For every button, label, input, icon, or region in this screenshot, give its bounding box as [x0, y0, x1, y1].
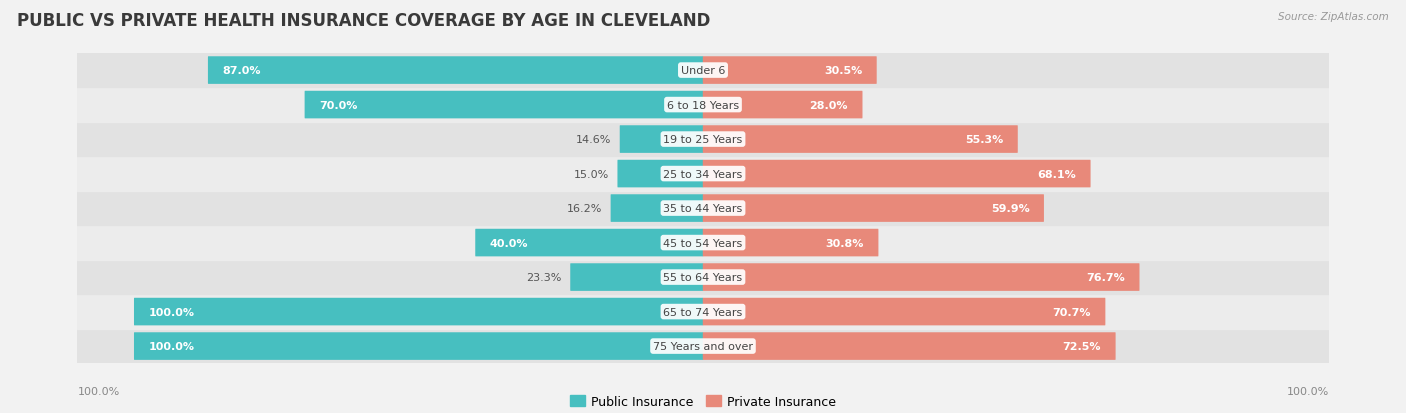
FancyBboxPatch shape — [134, 332, 703, 360]
FancyBboxPatch shape — [703, 229, 879, 257]
Text: 68.1%: 68.1% — [1038, 169, 1076, 179]
Bar — [77, 191, 1329, 226]
Text: 19 to 25 Years: 19 to 25 Years — [664, 135, 742, 145]
Text: 30.5%: 30.5% — [824, 66, 862, 76]
Text: 16.2%: 16.2% — [567, 204, 602, 214]
Text: 35 to 44 Years: 35 to 44 Years — [664, 204, 742, 214]
Bar — [77, 260, 1329, 294]
Text: 72.5%: 72.5% — [1063, 341, 1101, 351]
Bar — [77, 329, 1329, 363]
Text: 40.0%: 40.0% — [489, 238, 529, 248]
Text: 30.8%: 30.8% — [825, 238, 863, 248]
Text: 100.0%: 100.0% — [1286, 387, 1329, 396]
Text: 87.0%: 87.0% — [222, 66, 262, 76]
Bar — [77, 123, 1329, 157]
FancyBboxPatch shape — [703, 126, 1018, 154]
Legend: Public Insurance, Private Insurance: Public Insurance, Private Insurance — [565, 390, 841, 413]
FancyBboxPatch shape — [703, 332, 1115, 360]
Text: 100.0%: 100.0% — [149, 341, 194, 351]
Text: Source: ZipAtlas.com: Source: ZipAtlas.com — [1278, 12, 1389, 22]
Text: 45 to 54 Years: 45 to 54 Years — [664, 238, 742, 248]
Text: 23.3%: 23.3% — [527, 273, 562, 282]
Text: 15.0%: 15.0% — [574, 169, 609, 179]
Text: 100.0%: 100.0% — [149, 307, 194, 317]
Text: 70.0%: 70.0% — [319, 100, 357, 110]
Text: 55.3%: 55.3% — [965, 135, 1004, 145]
FancyBboxPatch shape — [617, 160, 703, 188]
Bar — [77, 157, 1329, 191]
Text: 55 to 64 Years: 55 to 64 Years — [664, 273, 742, 282]
FancyBboxPatch shape — [208, 57, 703, 85]
Text: 75 Years and over: 75 Years and over — [652, 341, 754, 351]
Text: 76.7%: 76.7% — [1087, 273, 1125, 282]
Text: 6 to 18 Years: 6 to 18 Years — [666, 100, 740, 110]
FancyBboxPatch shape — [703, 263, 1139, 291]
Text: 14.6%: 14.6% — [576, 135, 612, 145]
Bar — [77, 226, 1329, 260]
FancyBboxPatch shape — [571, 263, 703, 291]
FancyBboxPatch shape — [134, 298, 703, 325]
FancyBboxPatch shape — [703, 298, 1105, 325]
Text: 70.7%: 70.7% — [1053, 307, 1091, 317]
FancyBboxPatch shape — [610, 195, 703, 222]
FancyBboxPatch shape — [305, 92, 703, 119]
Bar — [77, 54, 1329, 88]
FancyBboxPatch shape — [703, 160, 1091, 188]
Text: 65 to 74 Years: 65 to 74 Years — [664, 307, 742, 317]
Bar — [77, 88, 1329, 123]
Text: 28.0%: 28.0% — [810, 100, 848, 110]
Text: 100.0%: 100.0% — [77, 387, 120, 396]
FancyBboxPatch shape — [703, 57, 877, 85]
Text: PUBLIC VS PRIVATE HEALTH INSURANCE COVERAGE BY AGE IN CLEVELAND: PUBLIC VS PRIVATE HEALTH INSURANCE COVER… — [17, 12, 710, 30]
FancyBboxPatch shape — [703, 195, 1043, 222]
FancyBboxPatch shape — [475, 229, 703, 257]
Text: 25 to 34 Years: 25 to 34 Years — [664, 169, 742, 179]
FancyBboxPatch shape — [703, 92, 862, 119]
Text: Under 6: Under 6 — [681, 66, 725, 76]
Bar — [77, 294, 1329, 329]
FancyBboxPatch shape — [620, 126, 703, 154]
Text: 59.9%: 59.9% — [991, 204, 1029, 214]
